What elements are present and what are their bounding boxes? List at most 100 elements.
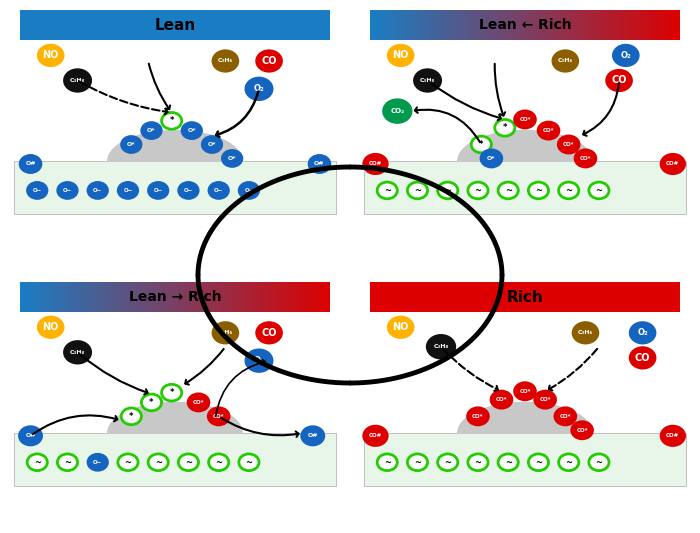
Bar <box>111 282 113 312</box>
Bar <box>483 282 485 312</box>
Bar <box>438 282 440 312</box>
Bar <box>370 10 372 41</box>
Bar <box>556 282 557 312</box>
Bar <box>676 282 678 312</box>
Bar <box>240 10 241 41</box>
Circle shape <box>571 422 593 439</box>
Bar <box>465 10 466 41</box>
Bar <box>257 10 258 41</box>
Bar <box>430 282 433 312</box>
Bar <box>188 282 189 312</box>
Bar <box>321 10 322 41</box>
Bar <box>326 10 328 41</box>
Bar <box>249 282 251 312</box>
Bar <box>497 282 498 312</box>
Bar <box>503 10 505 41</box>
Text: NO: NO <box>43 51 59 60</box>
Bar <box>260 282 262 312</box>
Text: O~: O~ <box>63 188 72 193</box>
Bar <box>395 10 397 41</box>
Bar <box>71 10 73 41</box>
Bar <box>229 282 230 312</box>
Bar <box>198 282 200 312</box>
Bar <box>473 10 474 41</box>
Bar <box>36 282 37 312</box>
Bar <box>582 10 584 41</box>
Bar <box>281 282 284 312</box>
Bar <box>516 282 517 312</box>
Bar <box>322 282 323 312</box>
Bar <box>663 10 664 41</box>
Bar <box>46 10 47 41</box>
Text: ~: ~ <box>535 458 542 467</box>
Bar <box>73 282 74 312</box>
Bar <box>51 10 53 41</box>
Text: *: * <box>149 398 154 407</box>
Text: O#: O# <box>25 433 36 438</box>
Text: O#: O# <box>307 433 318 438</box>
Bar <box>281 10 284 41</box>
Bar <box>204 282 206 312</box>
Bar <box>580 10 582 41</box>
Bar <box>66 282 69 312</box>
Circle shape <box>301 426 324 445</box>
Bar <box>654 282 657 312</box>
Bar <box>511 10 512 41</box>
Bar <box>235 10 237 41</box>
Bar <box>494 10 496 41</box>
Bar <box>297 282 299 312</box>
Text: CO#: CO# <box>666 161 680 166</box>
Bar <box>511 282 512 312</box>
Bar <box>645 10 647 41</box>
Bar <box>325 282 326 312</box>
Bar <box>102 282 104 312</box>
Bar <box>118 282 120 312</box>
Bar <box>424 282 426 312</box>
Bar <box>96 10 98 41</box>
Bar <box>144 282 146 312</box>
Bar <box>251 282 252 312</box>
Bar <box>379 10 382 41</box>
Bar <box>169 10 170 41</box>
Circle shape <box>589 454 609 471</box>
Bar <box>170 282 172 312</box>
Bar <box>612 282 613 312</box>
Bar <box>237 282 239 312</box>
Bar <box>76 282 78 312</box>
Bar <box>564 282 565 312</box>
Circle shape <box>141 122 162 139</box>
Bar <box>316 10 317 41</box>
Bar <box>84 10 85 41</box>
Bar <box>125 282 127 312</box>
Bar <box>84 282 85 312</box>
Bar <box>538 10 539 41</box>
Bar <box>393 282 395 312</box>
Text: NO: NO <box>393 51 409 60</box>
Bar <box>248 282 249 312</box>
Circle shape <box>222 150 242 167</box>
Bar <box>545 282 547 312</box>
Bar <box>666 282 667 312</box>
Bar <box>489 282 491 312</box>
Bar <box>59 282 61 312</box>
Polygon shape <box>458 402 592 433</box>
Bar <box>125 10 127 41</box>
Bar <box>232 282 234 312</box>
Bar <box>568 282 570 312</box>
Circle shape <box>363 426 388 446</box>
Bar <box>372 10 374 41</box>
Bar <box>207 282 209 312</box>
Bar <box>643 10 644 41</box>
Circle shape <box>552 51 578 71</box>
Bar <box>92 282 93 312</box>
Bar <box>539 282 540 312</box>
Bar <box>500 10 502 41</box>
Text: CO*: CO* <box>542 128 554 133</box>
Circle shape <box>377 182 398 199</box>
Circle shape <box>438 182 458 199</box>
Circle shape <box>514 382 536 400</box>
Bar <box>530 10 531 41</box>
Text: ~: ~ <box>125 458 132 467</box>
Bar <box>392 282 393 312</box>
Bar <box>90 282 92 312</box>
